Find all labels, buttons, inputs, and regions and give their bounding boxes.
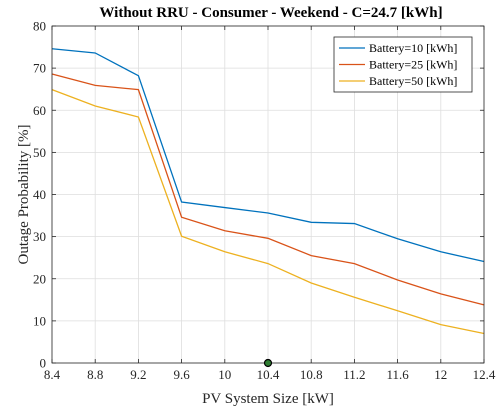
legend-label: Battery=10 [kWh] <box>369 41 457 55</box>
y-tick-label: 20 <box>33 271 46 286</box>
y-tick-label: 10 <box>33 313 46 328</box>
x-tick-label: 9.2 <box>130 367 146 382</box>
marker-dot <box>263 358 273 368</box>
x-tick-label: 10 <box>218 367 231 382</box>
x-axis-label: PV System Size [kW] <box>202 391 334 407</box>
series-line <box>51 48 485 263</box>
x-tick-label: 10.4 <box>257 367 280 382</box>
y-tick-label: 50 <box>33 145 46 160</box>
chart-title: Without RRU - Consumer - Weekend - C=24.… <box>99 5 442 21</box>
highlight-marker <box>263 358 273 368</box>
y-tick-label: 40 <box>33 187 46 202</box>
y-axis-label: Outage Probability [%] <box>16 125 32 265</box>
series-lines <box>51 48 485 335</box>
y-tick-label: 80 <box>33 19 46 34</box>
axis-ticks <box>51 25 485 364</box>
y-tick-label: 30 <box>33 229 46 244</box>
x-tick-label: 11.6 <box>386 367 409 382</box>
x-tick-label: 8.4 <box>44 367 61 382</box>
x-tick-label: 12 <box>434 367 447 382</box>
x-tick-label: 9.6 <box>173 367 190 382</box>
x-tick-label: 10.8 <box>300 367 323 382</box>
x-tick-label: 11.2 <box>343 367 365 382</box>
y-tick-label: 0 <box>40 356 47 371</box>
y-tick-labels: 0 10 20 30 40 50 60 70 80 <box>33 19 46 371</box>
x-tick-labels: 8.4 8.8 9.2 9.6 10 10.4 10.8 11.2 11.6 12 12.4 <box>44 367 496 382</box>
series-line <box>51 73 485 306</box>
y-tick-label: 60 <box>33 103 46 118</box>
legend-label: Battery=25 [kWh] <box>369 58 457 72</box>
legend-label: Battery=50 [kWh] <box>369 74 457 88</box>
y-tick-label: 70 <box>33 61 46 76</box>
x-tick-label: 8.8 <box>87 367 103 382</box>
legend: Battery=10 [kWh] Battery=25 [kWh] Battery=… <box>333 36 473 93</box>
x-tick-label: 12.4 <box>473 367 496 382</box>
series-line <box>51 89 485 335</box>
